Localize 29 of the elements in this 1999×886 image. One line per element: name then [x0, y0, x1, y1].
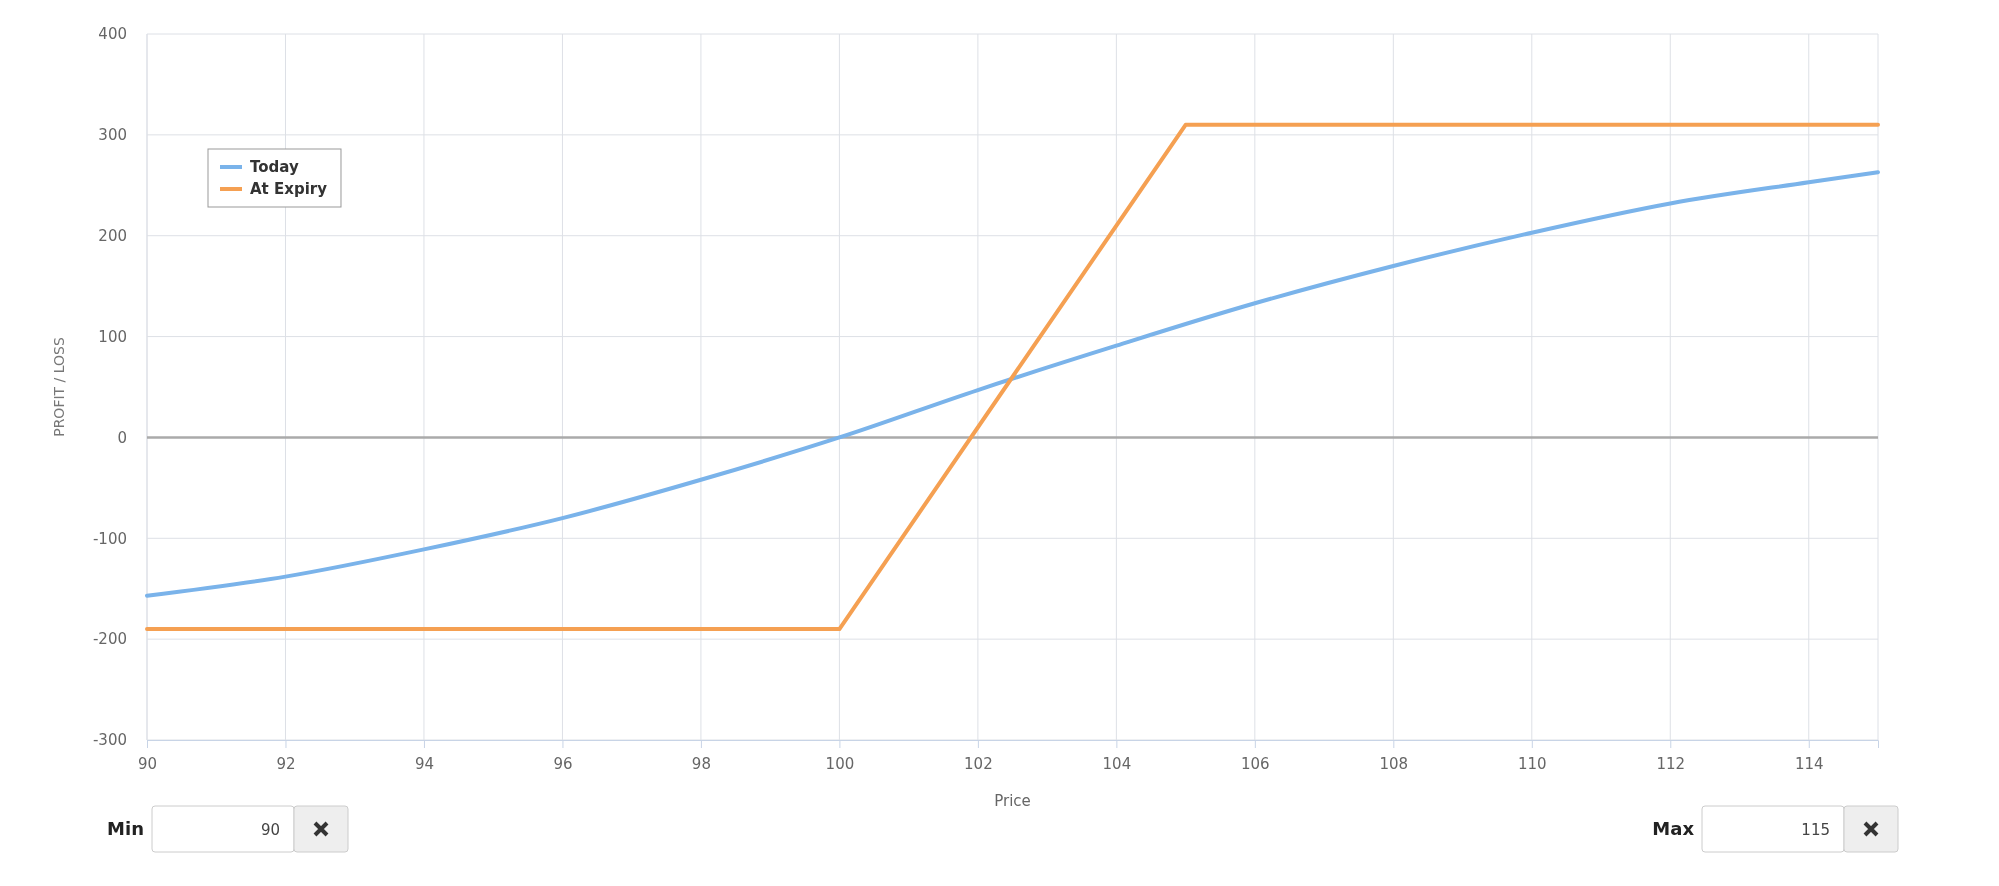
- x-tick-label: 104: [1102, 755, 1132, 773]
- y-axis-title: PROFIT / LOSS: [51, 337, 67, 437]
- y-tick-label: -100: [92, 529, 127, 548]
- x-tick-label: 92: [276, 755, 296, 773]
- number-field: 115: [1701, 805, 1845, 853]
- x-tick-label: 114: [1794, 755, 1824, 773]
- x-tick-label: 100: [825, 755, 855, 773]
- x-tick-label: 110: [1517, 755, 1547, 773]
- y-tick-label: 100: [98, 327, 127, 346]
- x-tick-label: 108: [1379, 755, 1409, 773]
- y-tick-label: 0: [117, 428, 127, 447]
- x-tick-label: 106: [1241, 755, 1270, 773]
- x-tick-label: 90: [137, 755, 158, 773]
- x-tick-label: 96: [553, 755, 573, 773]
- y-tick-label: 300: [98, 126, 127, 145]
- y-tick-label: 400: [98, 25, 127, 44]
- number-field: 90: [151, 805, 295, 853]
- legend-label: At Expiry: [250, 180, 328, 198]
- legend-label: Today: [250, 158, 299, 176]
- x-tick-label: 112: [1656, 755, 1686, 773]
- x-tick-label: 94: [414, 755, 435, 773]
- y-tick-label: -300: [92, 731, 127, 750]
- text: Max: [1652, 818, 1695, 839]
- y-tick-label: -200: [92, 630, 127, 649]
- y-tick-label: 200: [98, 227, 127, 246]
- x-tick-label: 102: [964, 755, 993, 773]
- x-tick-label: 98: [691, 755, 711, 773]
- x-axis-title: Price: [994, 792, 1031, 810]
- text: Min: [107, 818, 144, 839]
